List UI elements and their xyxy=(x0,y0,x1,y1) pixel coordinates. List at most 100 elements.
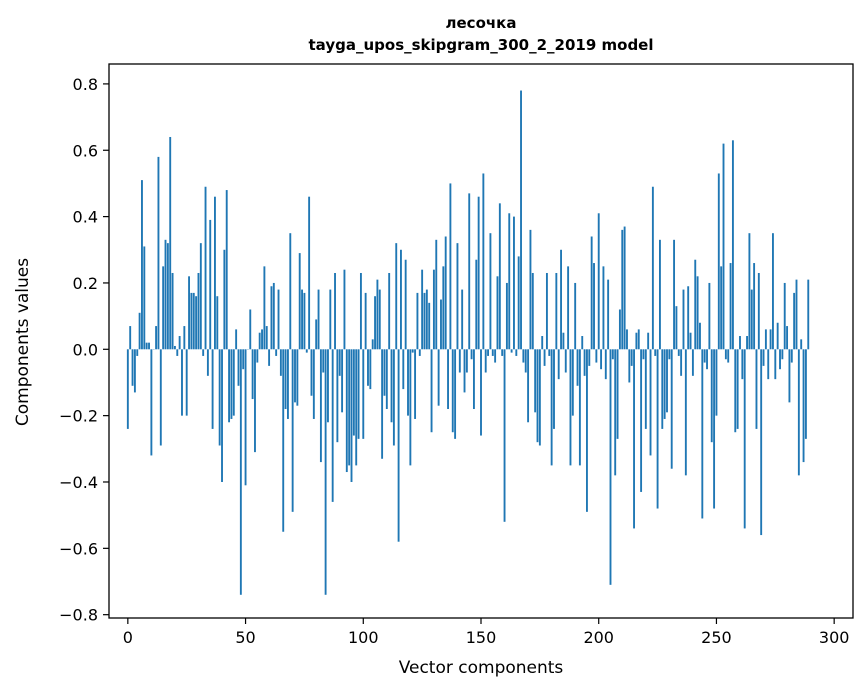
bar-133 xyxy=(440,299,442,350)
bar-251 xyxy=(717,173,720,350)
bar-46 xyxy=(235,329,238,350)
bar-95 xyxy=(350,349,353,482)
bar-132 xyxy=(437,349,440,406)
bar-101 xyxy=(364,292,367,350)
bar-198 xyxy=(593,263,595,350)
bar-140 xyxy=(456,243,459,350)
bar-190 xyxy=(574,282,577,350)
bar-73 xyxy=(298,253,301,350)
bar-19 xyxy=(171,272,174,350)
bar-288 xyxy=(804,349,807,439)
bar-208 xyxy=(616,349,619,439)
bar-183 xyxy=(557,349,560,380)
bar-179 xyxy=(548,349,551,356)
bar-213 xyxy=(628,349,631,383)
bar-276 xyxy=(776,322,779,350)
bar-199 xyxy=(595,349,598,363)
bar-252 xyxy=(720,266,723,350)
bar-92 xyxy=(343,269,346,350)
bar-57 xyxy=(261,329,263,350)
bar-103 xyxy=(369,349,372,390)
bar-271 xyxy=(764,329,767,350)
x-tick-label: 100 xyxy=(348,628,379,647)
bar-248 xyxy=(710,349,713,443)
bar-222 xyxy=(649,349,652,456)
bar-157 xyxy=(496,276,499,350)
bar-234 xyxy=(677,349,680,356)
bar-278 xyxy=(781,349,784,360)
bar-12 xyxy=(155,326,158,350)
bar-18 xyxy=(169,136,172,350)
bar-43 xyxy=(228,349,231,423)
bar-237 xyxy=(684,349,687,476)
bar-106 xyxy=(376,279,379,350)
bar-34 xyxy=(206,349,209,376)
bar-85 xyxy=(327,349,329,423)
chart-title: лесочка xyxy=(445,14,517,32)
chart-subtitle: tayga_upos_skipgram_300_2_2019 model xyxy=(308,36,654,54)
x-tick-label: 300 xyxy=(819,628,850,647)
bar-241 xyxy=(694,259,697,350)
bar-20 xyxy=(173,345,176,350)
bar-152 xyxy=(484,349,487,373)
bar-215 xyxy=(633,349,635,529)
bar-144 xyxy=(465,349,468,373)
bar-53 xyxy=(251,349,254,400)
bar-110 xyxy=(385,349,388,410)
bar-146 xyxy=(470,349,473,360)
bar-82 xyxy=(319,349,322,463)
bar-261 xyxy=(741,349,744,380)
bar-268 xyxy=(757,272,760,350)
bar-60 xyxy=(268,349,271,366)
bar-149 xyxy=(477,196,480,350)
bar-109 xyxy=(383,349,386,396)
bar-67 xyxy=(284,349,287,410)
bar-211 xyxy=(623,226,626,350)
bar-70 xyxy=(291,349,294,512)
bar-66 xyxy=(282,349,285,532)
bar-139 xyxy=(454,349,457,439)
bar-9 xyxy=(148,342,150,350)
bar-254 xyxy=(724,349,727,360)
bar-25 xyxy=(185,349,188,416)
bar-189 xyxy=(571,349,574,416)
bar-123 xyxy=(416,292,419,350)
bar-79 xyxy=(312,349,315,419)
bar-173 xyxy=(534,349,537,413)
bar-267 xyxy=(755,349,758,429)
bar-49 xyxy=(242,349,245,370)
bar-8 xyxy=(145,342,148,350)
bar-282 xyxy=(790,349,793,363)
bar-279 xyxy=(783,282,786,350)
bar-143 xyxy=(463,349,466,393)
bar-69 xyxy=(289,233,292,350)
bars-group xyxy=(126,90,810,595)
bar-100 xyxy=(362,349,365,439)
bar-285 xyxy=(797,349,800,476)
bar-102 xyxy=(367,349,369,386)
bar-2 xyxy=(131,349,134,386)
bar-89 xyxy=(336,349,339,443)
bar-216 xyxy=(635,332,638,350)
bar-131 xyxy=(435,239,438,350)
bar-17 xyxy=(166,243,169,350)
bar-194 xyxy=(583,349,586,376)
x-tick-label: 200 xyxy=(583,628,614,647)
bar-153 xyxy=(487,349,490,356)
bar-115 xyxy=(397,349,400,542)
bar-114 xyxy=(395,243,398,350)
bar-171 xyxy=(529,229,532,350)
bar-158 xyxy=(498,203,501,350)
bar-87 xyxy=(331,349,334,502)
bar-59 xyxy=(265,326,268,350)
bar-242 xyxy=(696,276,699,350)
bar-256 xyxy=(729,263,732,350)
bar-240 xyxy=(691,349,694,376)
bar-10 xyxy=(150,349,153,456)
bar-45 xyxy=(232,349,235,416)
bar-220 xyxy=(644,349,647,429)
bar-201 xyxy=(600,349,603,370)
bar-90 xyxy=(338,349,341,376)
bar-94 xyxy=(348,349,351,466)
bar-186 xyxy=(564,349,567,373)
